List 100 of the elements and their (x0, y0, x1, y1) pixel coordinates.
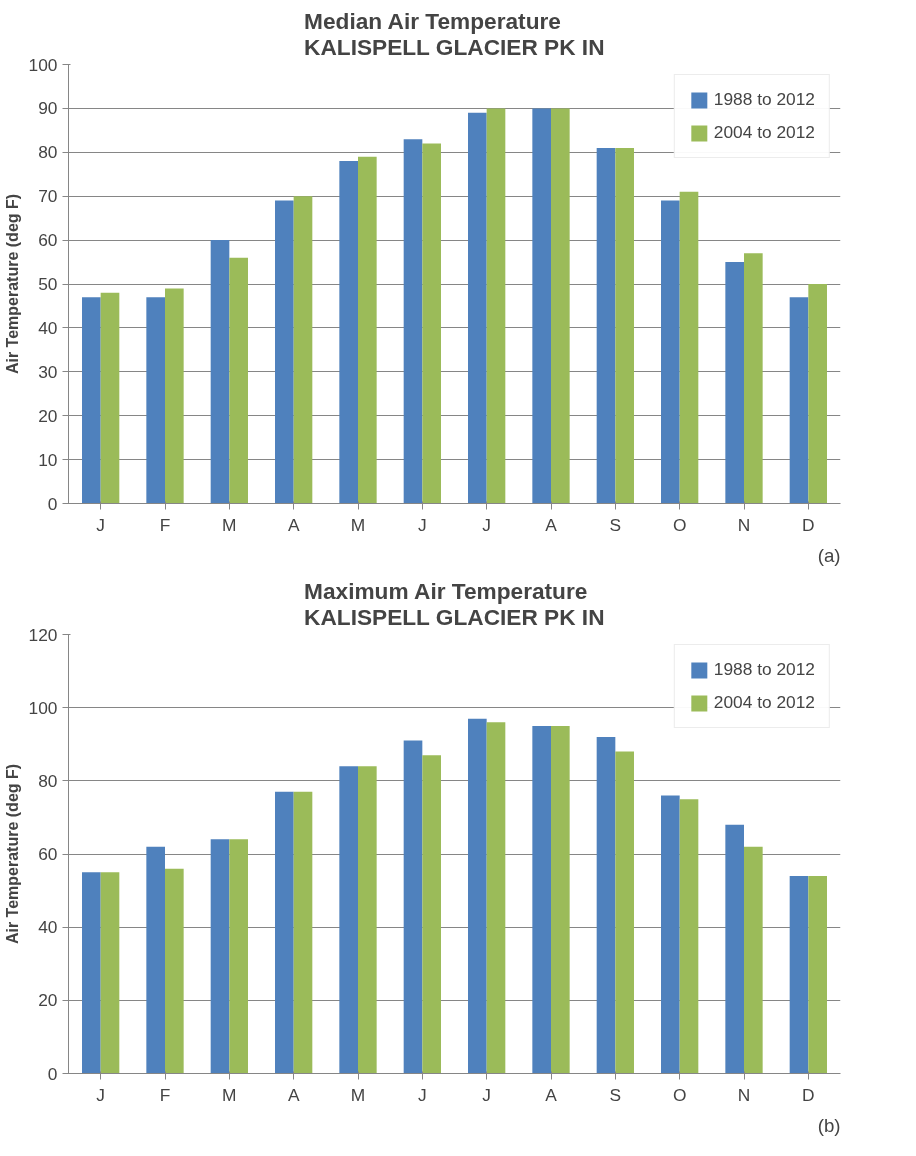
y-axis-title: Air Temperature (deg F) (3, 193, 21, 375)
x-tick-label: M (222, 514, 237, 535)
bar (661, 795, 680, 1074)
bar (403, 740, 423, 1074)
x-tick-label: M (350, 1084, 366, 1105)
bar (596, 736, 616, 1074)
x-tick-label: F (159, 514, 171, 535)
x-tick-label: O (672, 514, 687, 535)
chart-title: Median Air Temperature KALISPELL GLACIER PK IN (304, 7, 605, 60)
bar (82, 297, 101, 504)
y-tick-label: 80 (38, 142, 58, 163)
legend-label: 1988 to 2012 (713, 89, 815, 110)
bar (339, 766, 358, 1074)
text: (b) (817, 1114, 841, 1136)
bar (789, 875, 809, 1074)
x-tick-label: A (287, 514, 300, 535)
bar (615, 147, 634, 504)
bar (146, 297, 165, 504)
x-tick-label: J (96, 1084, 106, 1105)
x-tick-label: S (609, 514, 622, 535)
bar (596, 147, 616, 504)
y-tick-label: 70 (38, 186, 58, 207)
bar (293, 196, 313, 504)
x-tick-label: A (545, 514, 558, 535)
y-tick-label: 80 (38, 770, 58, 791)
y-tick-label: 60 (38, 230, 58, 251)
bar (165, 288, 184, 504)
x-tick-label: D (802, 514, 815, 535)
bar (532, 108, 551, 504)
x-tick-label: J (418, 514, 427, 535)
y-tick-label: 120 (28, 624, 58, 645)
x-tick-label: O (672, 1084, 687, 1105)
x-tick-label: S (609, 1084, 622, 1105)
legend-label: 1988 to 2012 (713, 659, 815, 680)
x-tick-label: N (737, 1084, 751, 1105)
y-tick-label: 60 (38, 844, 58, 864)
x-tick-label: D (802, 1084, 815, 1105)
y-tick-label: 20 (38, 405, 58, 426)
x-tick-label: N (737, 514, 751, 535)
bar (210, 240, 230, 504)
bar (422, 755, 441, 1074)
bar (615, 751, 634, 1074)
bar (789, 297, 809, 504)
bar (468, 718, 487, 1074)
bar (146, 846, 165, 1074)
bar (403, 139, 423, 504)
x-tick-label: A (287, 1084, 300, 1105)
bar (468, 112, 487, 504)
chart-title: Maximum Air Temperature KALISPELL GLACIER PK IN (304, 577, 605, 630)
y-tick-label: 40 (38, 917, 58, 938)
bar (551, 725, 570, 1074)
bar (808, 284, 827, 504)
bar (100, 872, 120, 1074)
bar (486, 722, 506, 1074)
bar (808, 875, 827, 1074)
y-tick-label: 10 (38, 449, 58, 470)
bar (486, 108, 506, 504)
bar (744, 846, 763, 1074)
bar (358, 766, 377, 1074)
bar (725, 262, 744, 504)
bar (165, 868, 184, 1074)
bar (229, 257, 248, 504)
text: (a) (817, 544, 841, 566)
bar (532, 725, 551, 1074)
x-tick-label: M (222, 1084, 237, 1105)
legend-label: 2004 to 2012 (713, 122, 815, 143)
x-tick-label: J (96, 514, 106, 535)
bar (679, 799, 699, 1074)
x-tick-label: J (418, 1084, 427, 1105)
y-tick-label: 30 (38, 361, 58, 382)
y-tick-label: 20 (38, 990, 58, 1011)
y-tick-label: 100 (28, 697, 58, 718)
bar (679, 191, 699, 504)
bar (82, 872, 101, 1074)
x-tick-label: J (482, 1084, 492, 1105)
y-axis-title: Air Temperature (deg F) (3, 763, 21, 945)
y-tick-label: 100 (28, 54, 58, 75)
y-tick-label: 40 (38, 317, 58, 338)
bar (210, 839, 230, 1074)
x-tick-label: F (159, 1084, 171, 1105)
bar (275, 791, 294, 1074)
bar (551, 108, 570, 504)
y-tick-label: 0 (47, 493, 58, 514)
y-tick-label: 0 (47, 1063, 58, 1084)
x-tick-label: M (350, 514, 366, 535)
bar (661, 200, 680, 504)
bar (744, 253, 763, 504)
bar (100, 292, 120, 504)
x-tick-label: A (545, 1084, 558, 1105)
y-tick-label: 90 (38, 98, 58, 119)
bar (358, 156, 377, 504)
bar (275, 200, 294, 504)
legend-label: 2004 to 2012 (713, 692, 815, 713)
bar (339, 161, 358, 504)
bar (229, 839, 248, 1074)
bar (293, 791, 313, 1074)
y-tick-label: 50 (38, 274, 58, 294)
bar (422, 143, 441, 504)
x-tick-label: J (482, 514, 492, 535)
bar (725, 824, 744, 1074)
